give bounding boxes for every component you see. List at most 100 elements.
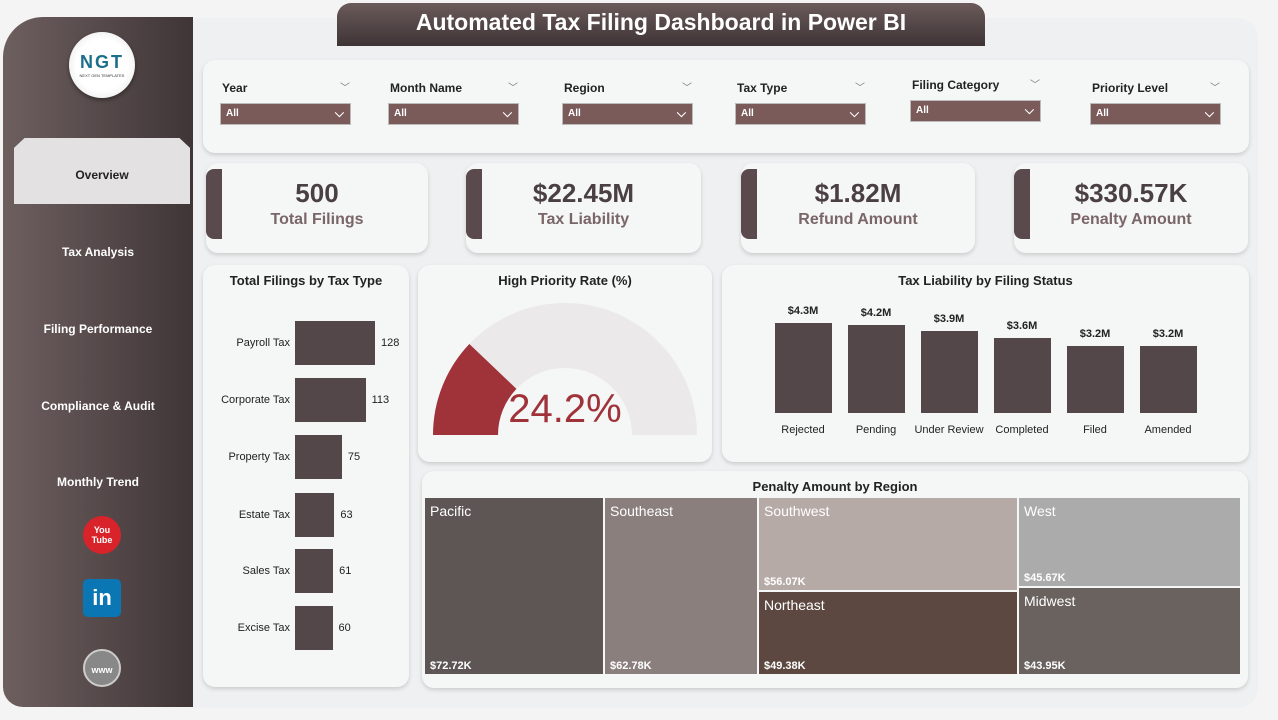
globe-icon[interactable]: www xyxy=(83,649,121,687)
filter-label: Month Name xyxy=(390,81,462,95)
youtube-icon[interactable]: You Tube xyxy=(83,516,121,554)
treemap-tile-value: $62.78K xyxy=(610,660,652,672)
chevron-down-icon: ⌵ xyxy=(334,106,344,120)
filter-label: Region xyxy=(564,81,605,95)
bar[interactable] xyxy=(295,606,333,650)
nav-overview[interactable]: Overview xyxy=(14,138,190,204)
treemap-tile-southwest[interactable]: Southwest $56.07K xyxy=(759,498,1017,590)
kpi-accent-bar xyxy=(741,169,757,239)
bar-value-label: $3.9M xyxy=(933,313,965,326)
bar-value-label: $4.2M xyxy=(860,307,892,320)
filter-label: Priority Level xyxy=(1092,81,1169,95)
treemap-tile-west[interactable]: West $45.67K xyxy=(1019,498,1240,586)
kpi-label: Total Filings xyxy=(270,211,364,228)
bar-value-label: $3.2M xyxy=(1152,328,1184,341)
treemap-tile-value: $56.07K xyxy=(764,576,806,588)
dropdown-value: All xyxy=(916,105,929,116)
bar-category-label: Amended xyxy=(1144,424,1192,436)
kpi-label: Tax Liability xyxy=(537,211,630,228)
filter-panel: Year ﹀ All ⌵ Month Name ﹀ All ⌵ Region ﹀ All ⌵ Tax T… xyxy=(203,60,1249,153)
bar-category-label: Rejected xyxy=(781,424,825,436)
bar-value-label: $3.6M xyxy=(1006,319,1038,332)
treemap-tile-name: Southwest xyxy=(764,503,830,519)
bar-category-label: Corporate Tax xyxy=(221,394,290,406)
treemap-tile-value: $72.72K xyxy=(430,660,472,672)
chevron-down-icon[interactable]: ﹀ xyxy=(855,83,865,94)
filter-dropdown-year[interactable]: All ⌵ xyxy=(220,103,351,125)
chart-high-priority-rate: High Priority Rate (%) 24.2% xyxy=(418,265,712,462)
dropdown-value: All xyxy=(568,108,581,119)
linkedin-icon[interactable]: in xyxy=(83,579,121,617)
filter-dropdown-region[interactable]: All ⌵ xyxy=(562,103,693,125)
bar-value-label: 128 xyxy=(381,337,400,349)
sidebar: NGT NEXT GEN TEMPLATES Overview Tax Analy… xyxy=(3,17,193,707)
treemap-tile-value: $45.67K xyxy=(1024,572,1066,584)
filter-dropdown-filing-category[interactable]: All ⌵ xyxy=(910,100,1041,122)
bar-value-label: 75 xyxy=(347,451,361,463)
bar-category-label: Pending xyxy=(855,424,897,436)
kpi-value: $1.82M xyxy=(814,178,902,208)
bar-category-label: Under Review xyxy=(914,424,984,436)
chart-title: Tax Liability by Filing Status xyxy=(898,273,1073,288)
treemap-tile-name: Midwest xyxy=(1024,593,1076,609)
bar-value-label: $4.3M xyxy=(787,305,819,317)
treemap-tile-value: $43.95K xyxy=(1024,660,1066,672)
kpi-accent-bar xyxy=(206,169,222,239)
bar-value-label: 63 xyxy=(340,509,353,521)
bar-category-label: Estate Tax xyxy=(238,509,290,521)
bar[interactable] xyxy=(295,435,342,479)
chevron-down-icon: ⌵ xyxy=(502,106,512,120)
kpi-card: 500 Total Filings xyxy=(206,163,428,253)
bar[interactable] xyxy=(921,331,978,413)
filter-label: Year xyxy=(222,81,248,95)
treemap-tile-name: Pacific xyxy=(430,503,472,519)
chart-penalty-by-region: Penalty Amount by Region Pacific $72.72K S… xyxy=(422,471,1248,688)
kpi-label: Refund Amount xyxy=(798,211,918,228)
kpi-card: $1.82M Refund Amount xyxy=(741,163,975,253)
bar[interactable] xyxy=(775,323,832,413)
filter-dropdown-tax-type[interactable]: All ⌵ xyxy=(735,103,866,125)
kpi-value: $330.57K xyxy=(1074,178,1188,208)
treemap-tile-value: $49.38K xyxy=(764,660,806,672)
chevron-down-icon[interactable]: ﹀ xyxy=(682,83,692,94)
filter-label: Tax Type xyxy=(737,81,788,95)
gauge-value: 24.2% xyxy=(508,387,622,431)
bar[interactable] xyxy=(295,549,334,593)
kpi-card: $22.45M Tax Liability xyxy=(466,163,701,253)
nav-tax-analysis[interactable]: Tax Analysis xyxy=(61,245,135,259)
bar[interactable] xyxy=(1140,346,1197,413)
treemap-tile-southeast[interactable]: Southeast $62.78K xyxy=(605,498,757,674)
bar-category-label: Excise Tax xyxy=(237,622,290,634)
nav-filing-performance[interactable]: Filing Performance xyxy=(43,322,153,336)
chevron-down-icon[interactable]: ﹀ xyxy=(1210,83,1220,94)
nav-compliance-audit[interactable]: Compliance & Audit xyxy=(41,399,155,413)
nav-monthly-trend[interactable]: Monthly Trend xyxy=(57,475,139,489)
bar[interactable] xyxy=(848,325,905,413)
treemap-tile-northeast[interactable]: Northeast $49.38K xyxy=(759,592,1017,674)
kpi-accent-bar xyxy=(1014,169,1030,239)
bar[interactable] xyxy=(994,337,1051,413)
chevron-down-icon: ⌵ xyxy=(676,106,686,120)
bar[interactable] xyxy=(295,493,335,537)
filter-dropdown-priority-level[interactable]: All ⌵ xyxy=(1090,103,1221,125)
bar[interactable] xyxy=(295,378,366,422)
filter-dropdown-month-name[interactable]: All ⌵ xyxy=(388,103,519,125)
chevron-down-icon[interactable]: ﹀ xyxy=(508,83,518,94)
chart-title: High Priority Rate (%) xyxy=(498,273,632,288)
treemap-tile-pacific[interactable]: Pacific $72.72K xyxy=(425,498,603,674)
treemap-tile-name: Southeast xyxy=(610,503,674,519)
bar-value-label: 113 xyxy=(371,394,390,406)
page-title: Automated Tax Filing Dashboard in Power … xyxy=(337,3,985,46)
chevron-down-icon[interactable]: ﹀ xyxy=(340,83,350,94)
chevron-down-icon[interactable]: ﹀ xyxy=(1030,80,1040,91)
dropdown-value: All xyxy=(1096,108,1109,119)
kpi-label: Penalty Amount xyxy=(1070,211,1192,228)
bar[interactable] xyxy=(1067,346,1124,413)
bar-category-label: Completed xyxy=(995,424,1049,436)
kpi-value: 500 xyxy=(295,178,339,208)
bar[interactable] xyxy=(295,321,375,365)
treemap-tile-midwest[interactable]: Midwest $43.95K xyxy=(1019,588,1240,674)
kpi-accent-bar xyxy=(466,169,482,239)
bar-value-label: 61 xyxy=(339,565,352,577)
chart-filings-by-tax-type: Total Filings by Tax Type Payroll Tax 128… xyxy=(203,265,409,687)
